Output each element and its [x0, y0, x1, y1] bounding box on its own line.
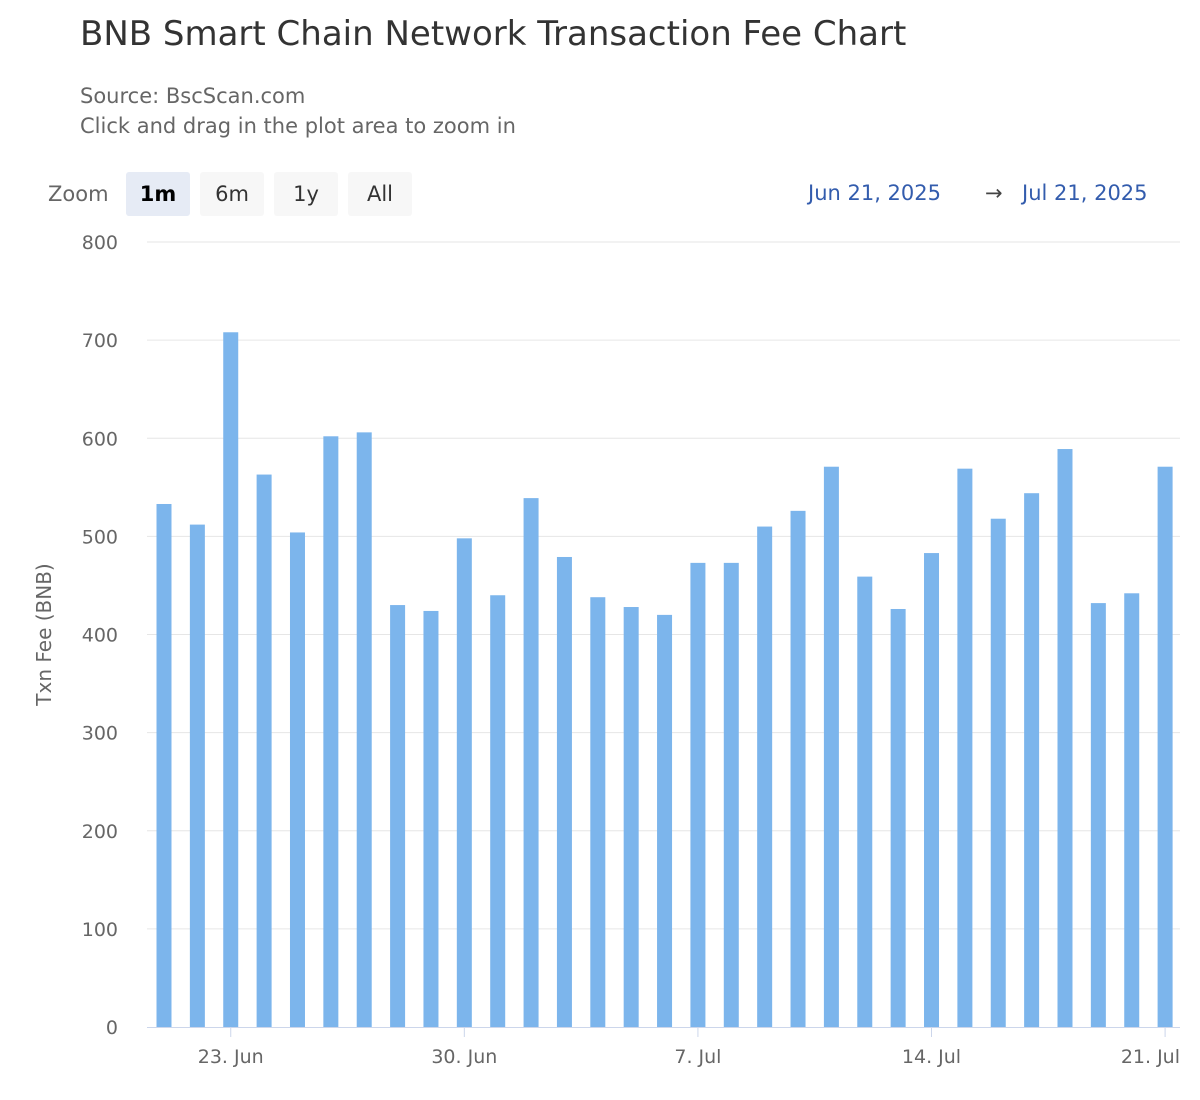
- bar[interactable]: [1090, 603, 1106, 1027]
- bar[interactable]: [256, 474, 272, 1027]
- y-tick-label: 700: [82, 330, 118, 352]
- bar[interactable]: [289, 532, 305, 1027]
- chart-title: BNB Smart Chain Network Transaction Fee …: [80, 14, 907, 54]
- chart-source: Source: BscScan.com: [80, 84, 306, 108]
- bar[interactable]: [1157, 466, 1173, 1028]
- zoom-6m-button[interactable]: 6m: [200, 172, 264, 216]
- x-axis: 23. Jun 30. Jun 7. Jul 14. Jul 21. Jul: [198, 1027, 1180, 1068]
- x-tick-label: 7. Jul: [674, 1046, 721, 1068]
- y-tick-label: 200: [82, 821, 118, 843]
- y-tick-label: 300: [82, 723, 118, 745]
- range-arrow: →: [985, 181, 1003, 205]
- x-tick-label: 21. Jul: [1121, 1046, 1180, 1068]
- bar[interactable]: [323, 436, 339, 1027]
- y-tick-label: 500: [82, 526, 118, 548]
- zoom-all-button[interactable]: All: [348, 172, 412, 216]
- bar[interactable]: [1057, 449, 1073, 1027]
- bar[interactable]: [790, 510, 806, 1027]
- y-tick-label: 100: [82, 919, 118, 941]
- bar[interactable]: [1024, 493, 1040, 1027]
- bar[interactable]: [556, 556, 572, 1027]
- bar[interactable]: [189, 524, 205, 1027]
- bar[interactable]: [1124, 593, 1140, 1027]
- bar[interactable]: [490, 595, 506, 1027]
- y-axis: 0 100 200 300 400 500 600 700 800: [82, 232, 118, 1039]
- range-from-input[interactable]: Jun 21, 2025: [808, 181, 942, 205]
- bar[interactable]: [990, 518, 1006, 1027]
- bar[interactable]: [523, 498, 539, 1027]
- y-axis-title: Txn Fee (BNB): [32, 563, 56, 706]
- range-to-input[interactable]: Jul 21, 2025: [1022, 181, 1148, 205]
- bar[interactable]: [390, 605, 406, 1027]
- bar[interactable]: [890, 608, 906, 1027]
- zoom-1m-button[interactable]: 1m: [126, 172, 190, 216]
- y-tick-label: 800: [82, 232, 118, 254]
- x-tick-label: 30. Jun: [431, 1046, 497, 1068]
- bar[interactable]: [690, 562, 706, 1027]
- bar[interactable]: [423, 610, 439, 1027]
- bar[interactable]: [456, 538, 472, 1027]
- y-tick-label: 600: [82, 428, 118, 450]
- x-tick-label: 23. Jun: [198, 1046, 264, 1068]
- bar[interactable]: [156, 503, 172, 1027]
- bar[interactable]: [356, 432, 372, 1027]
- y-tick-label: 400: [82, 625, 118, 647]
- x-tick-label: 14. Jul: [902, 1046, 961, 1068]
- bar[interactable]: [590, 597, 606, 1027]
- bar[interactable]: [857, 576, 873, 1027]
- zoom-label: Zoom: [48, 182, 109, 206]
- bar[interactable]: [723, 562, 739, 1027]
- bar[interactable]: [623, 607, 639, 1027]
- bar[interactable]: [657, 614, 673, 1028]
- zoom-hint: Click and drag in the plot area to zoom …: [80, 114, 516, 138]
- y-tick-label: 0: [106, 1017, 118, 1039]
- zoom-1y-button[interactable]: 1y: [274, 172, 338, 216]
- bar[interactable]: [757, 526, 773, 1027]
- bar[interactable]: [924, 553, 940, 1027]
- bar[interactable]: [223, 332, 239, 1027]
- bar[interactable]: [957, 468, 973, 1027]
- bar[interactable]: [823, 466, 839, 1028]
- bar-series[interactable]: [156, 332, 1173, 1028]
